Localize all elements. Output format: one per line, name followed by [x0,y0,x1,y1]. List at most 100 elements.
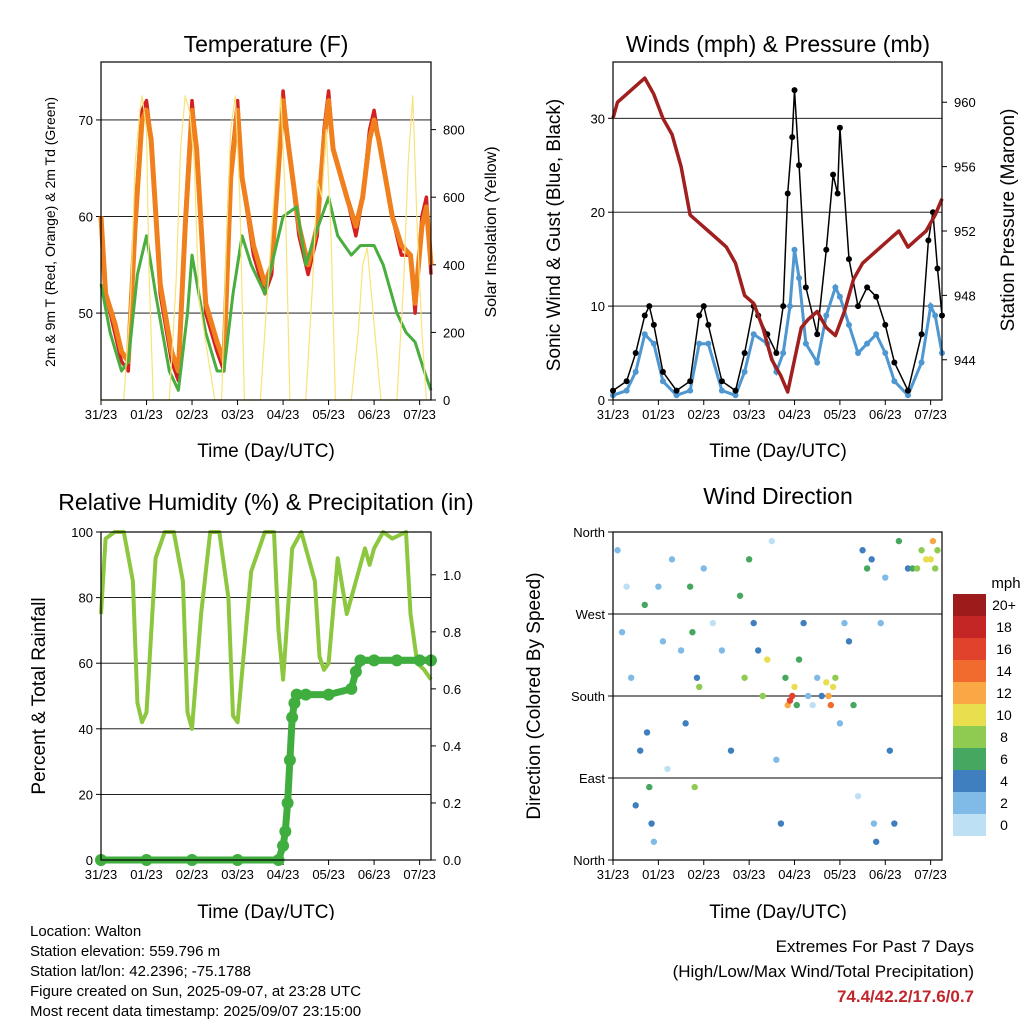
direction-point [832,674,839,681]
direction-point [659,638,667,645]
legend-swatch [953,682,986,704]
legend-label: 6 [1000,751,1008,767]
gust-line [612,90,943,393]
ytick-label: 0 [598,393,605,408]
y2tick-label: 200 [443,325,465,340]
direction-point [686,583,694,590]
xtick-label: 04/23 [267,867,300,882]
legend-swatch [953,748,986,770]
direction-point [646,783,653,791]
direction-point [859,547,866,554]
xtick-label: 07/23 [403,867,436,882]
direction-point [873,838,880,845]
direction-point [650,838,658,845]
y2tick-label: 0.6 [443,682,461,697]
direction-point [768,537,776,545]
ytick-label: 10 [591,299,605,314]
y2tick-label: 0.2 [443,796,461,811]
y2tick-label: 952 [954,224,976,239]
direction-ylabel-left: Direction (Colored By Speed) [524,572,545,819]
direction-point [909,565,916,572]
xtick-label: 02/23 [687,867,720,882]
xtick-label: 01/23 [642,407,675,422]
y2tick-label: 960 [954,95,976,110]
extremes-values: 74.4/42.2/17.6/0.7 [836,987,974,1006]
legend-swatch [953,594,986,616]
humidity-xlabel: Time (Day/UTC) [197,902,335,920]
xtick-label: 07/23 [914,867,947,882]
direction-point [614,547,621,554]
legend-swatch [953,792,986,814]
station-location: Location: Walton [30,923,142,940]
direction-point [825,692,832,700]
direction-point [759,692,766,700]
ytick-label: East [579,771,605,786]
direction-point [668,556,676,563]
direction-point [755,647,762,654]
ytick-label: 30 [591,111,605,126]
relative-humidity-line [99,530,433,731]
direction-panel: Wind Direction NorthEastSouthWestNorth31… [524,483,1021,920]
direction-point [891,820,898,827]
direction-point [841,619,848,627]
xtick-label: 05/23 [312,407,345,422]
winds-plot-frame [612,61,943,401]
legend-swatch [953,704,986,726]
direction-point [931,565,939,572]
ytick-label: 80 [79,591,93,606]
extremes-block: Extremes For Past 7 Days (High/Low/Max W… [673,934,974,1009]
direction-point [736,592,744,599]
direction-point [800,619,807,627]
y2tick-label: 0.4 [443,739,461,754]
direction-point [637,747,644,754]
legend-label: 18 [996,619,1012,635]
ytick-label: 0 [86,853,93,868]
legend-label: 16 [996,641,1012,657]
direction-point [882,574,889,581]
ytick-label: 50 [79,306,93,321]
temperature-ylabel-left: 2m & 9m T (Red, Orange) & 2m Td (Green) [42,97,58,367]
legend-swatch [953,660,986,682]
direction-point [904,565,912,572]
legend-label: 20+ [992,597,1016,613]
xtick-label: 06/23 [869,407,902,422]
temperature-ylabel-right: Solar Insolation (Yellow) [483,146,500,317]
direction-point [877,619,884,627]
xtick-label: 31/23 [85,867,118,882]
direction-point [773,756,780,763]
total-precipitation-line [101,656,431,864]
direction-point [623,583,630,590]
direction-point [870,820,878,827]
direction-point [627,674,635,681]
station-pressure-line [611,76,944,394]
direction-point [677,647,685,654]
direction-point [845,638,853,645]
direction-point [927,556,934,563]
direction-point [764,656,771,663]
y2tick-label: 944 [954,353,976,368]
legend-label: 14 [996,663,1012,679]
direction-point [632,802,639,809]
ytick-label: 20 [79,787,93,802]
xtick-label: 06/23 [358,867,391,882]
direction-plot-frame [612,531,943,861]
legend-swatch [953,814,986,836]
station-elevation: Station elevation: 559.796 m [30,943,221,960]
legend-label: 8 [1000,729,1008,745]
legend-label: 10 [996,707,1012,723]
legend-label: 0 [1000,817,1008,833]
direction-point [850,701,857,709]
meteogram-figure: Temperature (F) 506070020040060080031/23… [29,31,1021,920]
ytick-label: 60 [79,210,93,225]
direction-point [741,674,748,681]
legend-label: 2 [1000,795,1008,811]
ytick-label: North [573,853,605,868]
ytick-label: 60 [79,656,93,671]
direction-point [745,556,753,563]
xtick-label: 02/23 [176,407,209,422]
direction-point [814,674,821,681]
temperature-xlabel: Time (Day/UTC) [197,441,335,462]
ytick-label: West [576,607,606,622]
humidity-panel: Relative Humidity (%) & Precipitation (i… [29,489,474,920]
direction-point [918,547,925,554]
